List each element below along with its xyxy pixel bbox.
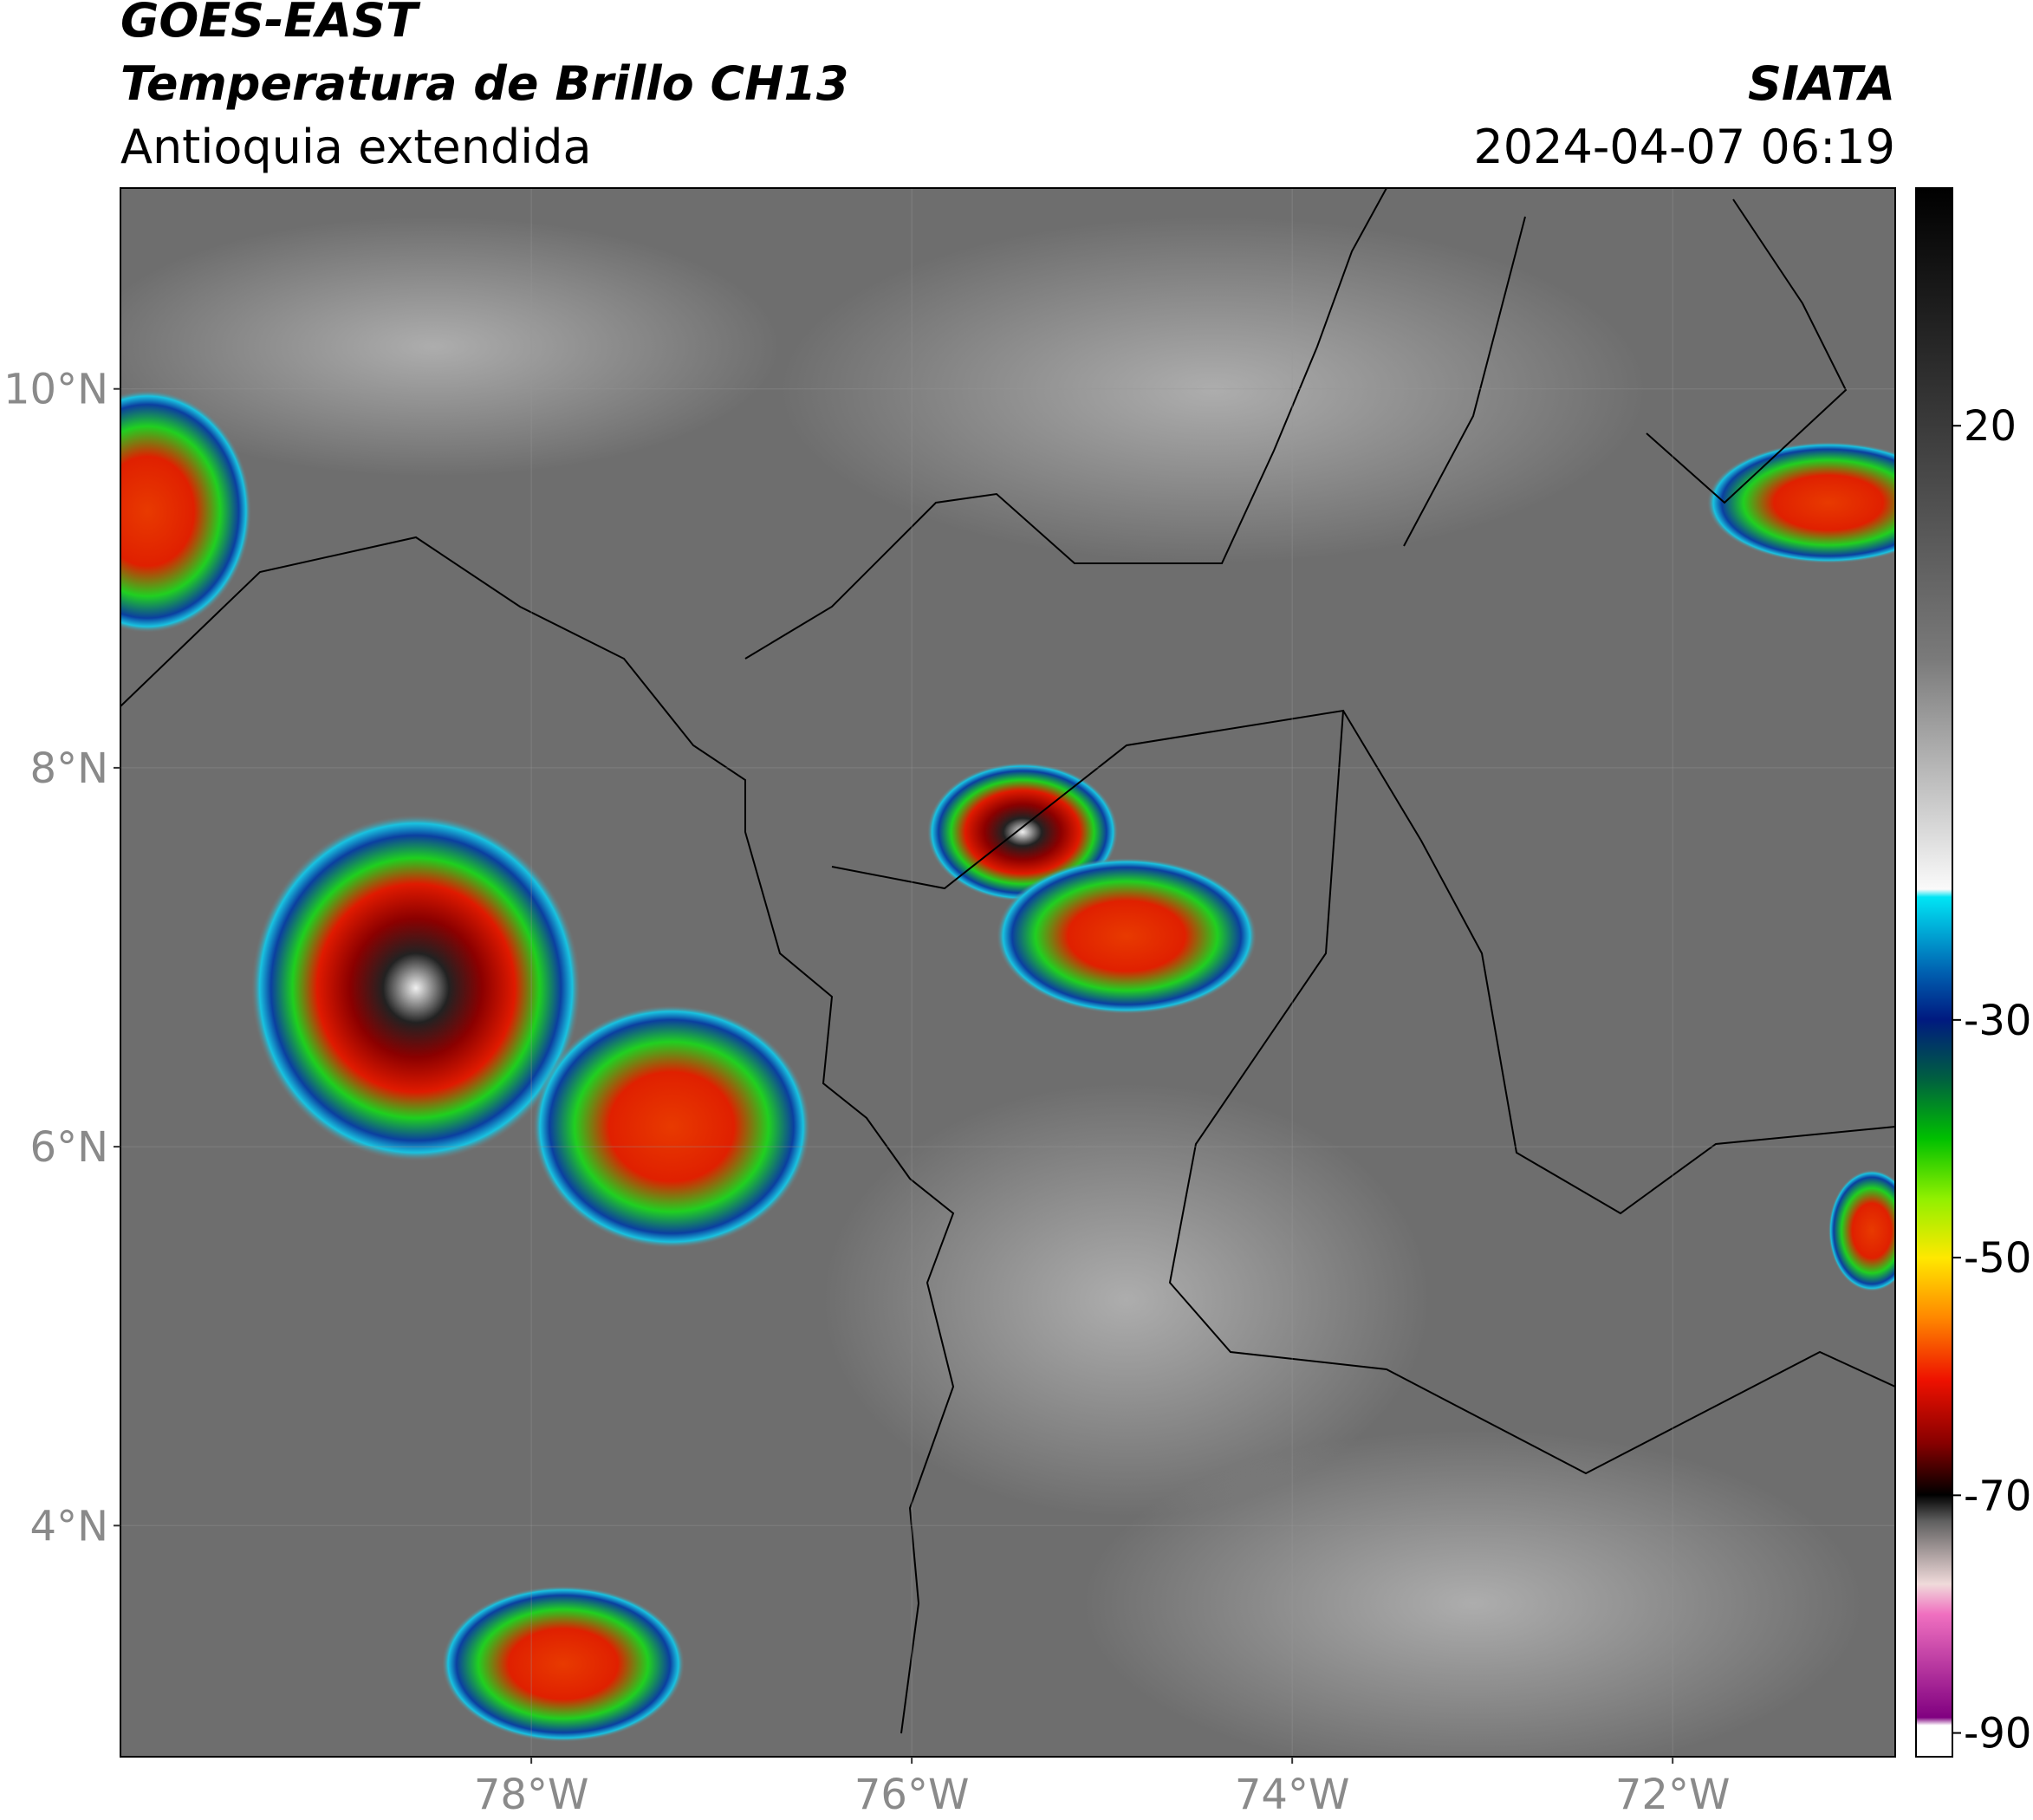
y-tick-label: 10°N <box>3 366 108 414</box>
storm <box>997 858 1257 1014</box>
x-tick-label: 74°W <box>1235 1771 1350 1819</box>
x-tick-label: 78°W <box>474 1771 589 1819</box>
cloud <box>1083 1430 1863 1757</box>
storm <box>533 1005 810 1248</box>
source: SIATA <box>1748 56 1895 111</box>
colorbar-tick-label: -70 <box>1964 1472 2031 1520</box>
x-tick-label: 72°W <box>1615 1771 1731 1819</box>
cloud <box>780 217 1647 563</box>
colorbar <box>1915 187 1953 1758</box>
y-tick-label: 8°N <box>30 744 108 793</box>
storm <box>442 1586 685 1742</box>
storm <box>1828 1170 1895 1291</box>
coastline <box>120 536 955 1734</box>
cloud <box>823 1083 1430 1517</box>
cloud <box>120 217 780 477</box>
coastline <box>744 188 1387 660</box>
border <box>1342 710 1895 1215</box>
coastline <box>1646 198 1848 504</box>
y-tick-label: 4°N <box>30 1502 108 1550</box>
map-frame <box>120 187 1896 1758</box>
y-tick-label: 6°N <box>30 1123 108 1172</box>
colorbar-tick-label: -50 <box>1964 1234 2031 1283</box>
storm <box>120 390 251 633</box>
subtitle: Temperatura de Brillo CH13 <box>120 56 849 111</box>
borders <box>120 188 1895 1734</box>
datetime: 2024-04-07 06:19 <box>1473 120 1895 174</box>
title: GOES-EAST <box>120 0 421 48</box>
storm <box>1707 442 1895 563</box>
map <box>120 188 1895 1757</box>
border <box>1403 216 1526 547</box>
colorbar-tick-label: 20 <box>1964 402 2017 451</box>
colorbar-tick-label: -30 <box>1964 997 2031 1045</box>
region: Antioquia extendida <box>120 120 592 174</box>
border <box>831 709 1895 1475</box>
colorbar-tick-label: -90 <box>1964 1710 2031 1758</box>
x-tick-label: 76°W <box>854 1771 970 1819</box>
storm <box>251 815 581 1161</box>
